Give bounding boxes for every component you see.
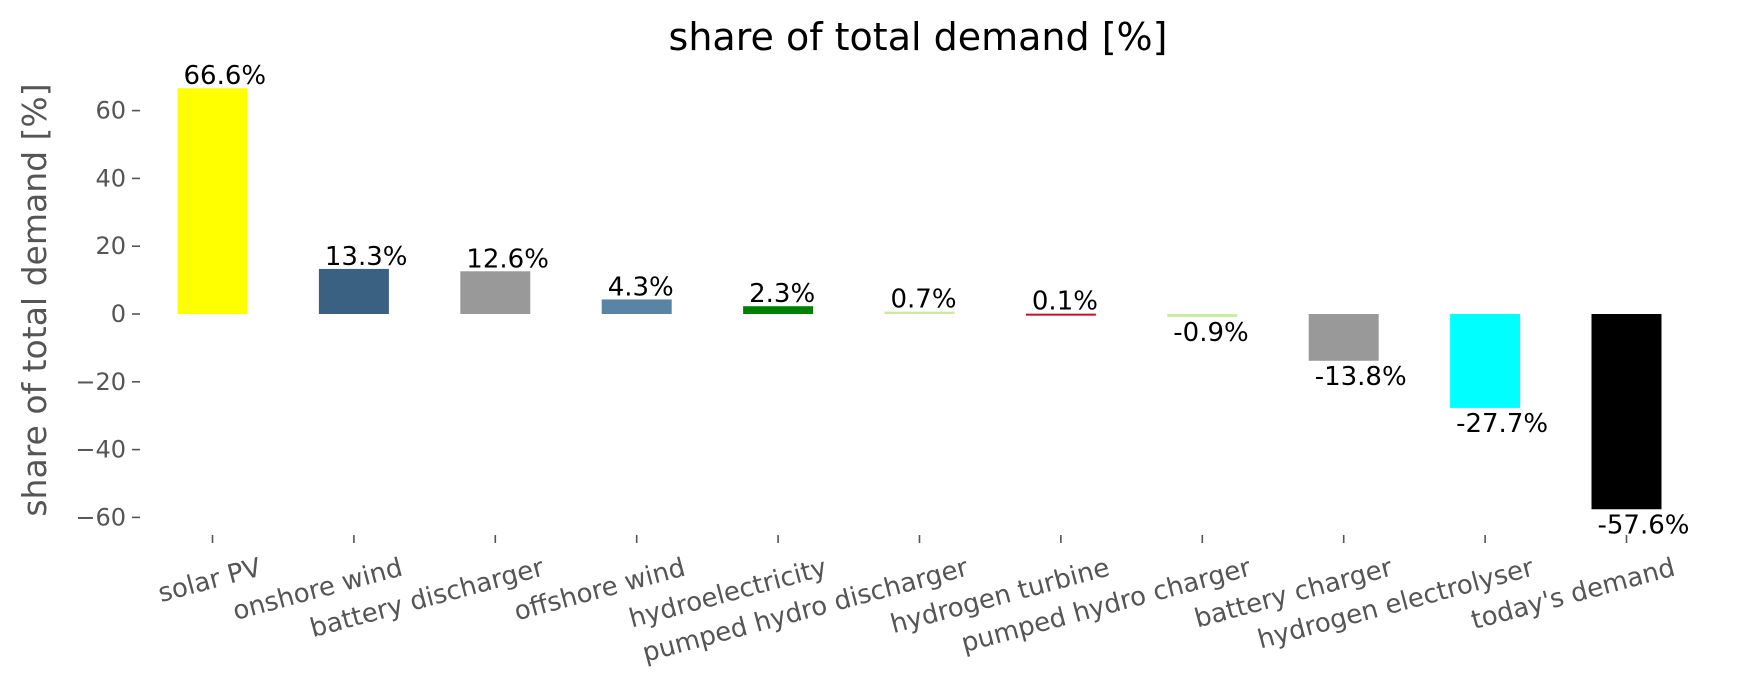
bar	[318, 268, 389, 314]
data-label: -0.9%	[1173, 318, 1248, 348]
data-label: 2.3%	[749, 279, 815, 309]
data-label: 0.1%	[1032, 287, 1098, 317]
y-tick-label: −60	[75, 503, 126, 531]
y-axis-label: share of total demand [%]	[15, 83, 54, 516]
y-tick-label: 0	[111, 300, 126, 328]
y-axis: 60 40 20 0 −20 −40 −60	[75, 97, 140, 531]
bar	[1308, 314, 1379, 361]
bar	[884, 311, 955, 314]
y-tick-label: −40	[75, 436, 126, 464]
bar	[601, 299, 672, 314]
data-label: 13.3%	[325, 242, 408, 272]
data-label: 0.7%	[891, 285, 957, 315]
bar	[743, 306, 814, 314]
bar	[1450, 314, 1521, 408]
y-tick-label: 60	[95, 97, 126, 125]
data-label: -57.6%	[1598, 510, 1690, 540]
bar	[460, 271, 531, 314]
data-label: 66.6%	[184, 61, 267, 91]
y-tick-label: 40	[95, 164, 126, 192]
data-label: 4.3%	[608, 272, 674, 302]
y-tick-label: −20	[75, 368, 126, 396]
data-label: -13.8%	[1315, 362, 1407, 392]
chart-title: share of total demand [%]	[669, 15, 1168, 59]
bar	[1591, 314, 1662, 510]
bar	[177, 88, 248, 314]
data-label: 12.6%	[466, 244, 549, 274]
y-tick-label: 20	[95, 232, 126, 260]
bars: 66.6% 13.3% 12.6% 4.3% 2.3% 0.7% 0.1% -0.9% -13.…	[177, 61, 1690, 540]
bar	[1025, 313, 1096, 316]
bar	[1167, 314, 1238, 318]
data-label: -27.7%	[1456, 409, 1548, 439]
